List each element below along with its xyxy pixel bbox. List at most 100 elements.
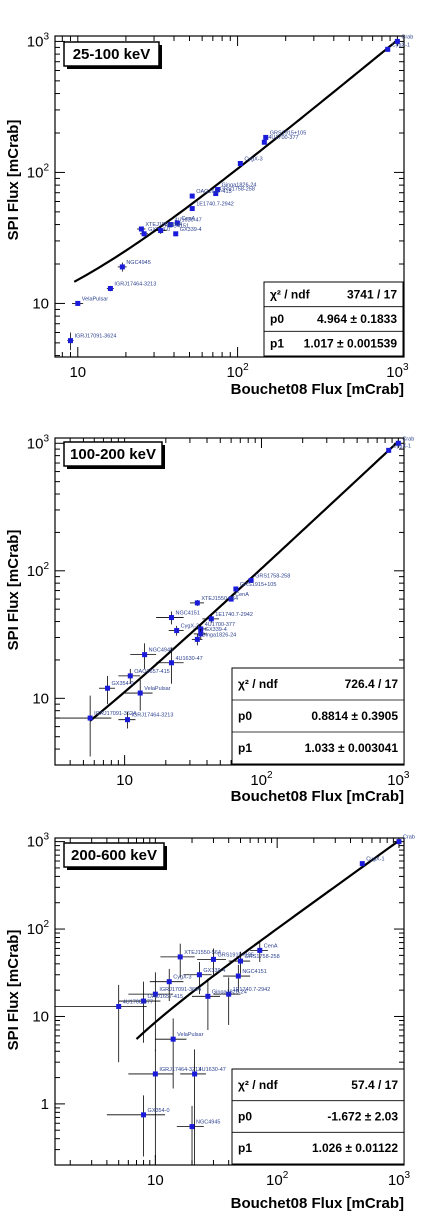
point-marker: [228, 596, 234, 602]
data-point-CygX-3: CygX-3: [168, 624, 199, 636]
data-point-IGRJ17091-3624: IGRJ17091-3624: [128, 972, 201, 1052]
point-label: 1E1740.7-2942: [215, 612, 253, 618]
point-label: NGC4151: [242, 969, 266, 975]
plot-frame: [54, 437, 405, 766]
fit-stats-box: [263, 281, 404, 357]
point-label: 4U1630-47: [199, 1067, 226, 1073]
data-point-OAO1657-415: OAO1657-415: [189, 189, 232, 199]
point-marker: [210, 956, 216, 962]
point-label: GRS1758-258: [220, 187, 255, 193]
stats-label: χ² / ndf: [238, 1078, 279, 1092]
stats-label: p0: [238, 709, 252, 723]
stats-value: 57.4 / 17: [351, 1078, 398, 1092]
data-point-NGC4945: NGC4945: [130, 643, 173, 669]
x-tick-label: 102: [250, 770, 273, 789]
data-point-1E1740.7-2942: 1E1740.7-2942: [189, 202, 234, 212]
point-label: IGRJ17464-3213: [159, 1067, 201, 1073]
point-marker: [116, 1004, 122, 1010]
y-axis-title: SPI Flux [mCrab]: [5, 530, 22, 651]
y-tick-label: 103: [27, 832, 50, 851]
point-label: XTEJ1550-564: [184, 950, 221, 956]
y-tick-label: 103: [27, 433, 50, 452]
stats-value: 3741 / 17: [347, 287, 397, 301]
y-tick-label: 103: [27, 31, 50, 50]
point-label: GX339-4: [203, 968, 225, 974]
point-marker: [385, 46, 391, 52]
point-label: Crab: [402, 436, 414, 442]
data-point-GRS1758-258: GRS1758-258: [213, 187, 255, 197]
y-tick-label: 102: [27, 919, 50, 938]
data-point-Crab: Crab: [394, 34, 413, 44]
point-label: IGRJ17464-3213: [114, 282, 156, 288]
point-marker: [152, 991, 158, 997]
fit-stats-box: [231, 1068, 405, 1165]
point-marker: [396, 839, 402, 845]
data-point-GX339-4: GX339-4: [193, 627, 227, 640]
point-marker: [394, 38, 400, 44]
energy-band-box-shadow: [164, 846, 167, 870]
point-label: Ginga1826-24: [201, 632, 236, 638]
stats-label: p0: [270, 312, 284, 326]
point-label: 4U1700-377: [268, 135, 298, 141]
point-marker: [173, 231, 179, 237]
stats-value: 1.017 ± 0.001539: [304, 337, 398, 351]
data-point-VelaPulsar: VelaPulsar: [124, 679, 171, 711]
point-label: GX339-4: [180, 227, 202, 233]
x-tick-label: 103: [386, 362, 409, 381]
point-label: IGRJ17091-3624: [159, 987, 201, 993]
x-axis-title: Bouchet08 Flux [mCrab]: [231, 788, 404, 805]
stats-label: p1: [270, 337, 284, 351]
point-marker: [208, 616, 214, 622]
point-marker: [395, 440, 401, 446]
point-label: VelaPulsar: [144, 686, 170, 692]
point-label: GRS1758-258: [244, 954, 279, 960]
point-marker: [261, 139, 267, 145]
stats-value: 726.4 / 17: [345, 677, 399, 691]
y-tick-label: 102: [27, 162, 50, 181]
data-point-CygX-3: CygX-3: [237, 156, 263, 166]
point-marker: [168, 615, 174, 621]
point-label: GRS1758-258: [255, 573, 290, 579]
data-point-4U1630-47: 4U1630-47: [167, 218, 202, 228]
y-axis-title: SPI Flux [mCrab]: [5, 930, 22, 1051]
x-tick-label: 103: [387, 770, 410, 789]
point-marker: [158, 228, 164, 234]
point-label: Ginga1826-24: [212, 989, 247, 995]
data-point-GRS1915+105: GRS1915+105: [233, 582, 276, 592]
point-marker: [105, 685, 111, 691]
data-point-NGC4945: NGC4945: [176, 1105, 220, 1165]
stats-value: 0.8814 ± 0.3905: [311, 709, 398, 723]
data-point-4U1700-377: 4U1700-377: [55, 984, 153, 1063]
point-marker: [213, 191, 219, 197]
point-marker: [141, 998, 147, 1004]
x-tick-label: 102: [226, 362, 249, 381]
point-marker: [189, 193, 195, 199]
data-point-1E1740.7-2942: 1E1740.7-2942: [202, 612, 253, 623]
point-marker: [194, 636, 200, 642]
data-point-Ginga1826-24: Ginga1826-24: [192, 978, 247, 1031]
point-marker: [226, 991, 232, 997]
data-point-Ginga1826-24: Ginga1826-24: [191, 632, 236, 646]
data-point-Crab: Crab: [396, 835, 415, 845]
point-marker: [235, 973, 241, 979]
data-point-CygX-1: CygX-1: [385, 42, 410, 52]
plot-frame: [54, 35, 405, 358]
point-label: GRS1915+105: [240, 582, 277, 588]
y-tick-label: 102: [27, 561, 50, 580]
point-label: GRS1915+105: [270, 130, 307, 136]
point-marker: [138, 226, 144, 232]
data-point-XTEJ1550-564: XTEJ1550-564: [137, 222, 182, 232]
data-point-CenA: CenA: [228, 592, 249, 602]
data-point-XTEJ1550-564: XTEJ1550-564: [160, 943, 221, 978]
data-point-Crab: Crab: [395, 436, 414, 446]
point-marker: [248, 577, 254, 583]
point-label: VelaPulsar: [82, 296, 108, 302]
point-marker: [107, 286, 113, 292]
point-label: CygX-3: [244, 156, 262, 162]
point-label: 1E1740.7-2942: [196, 202, 234, 208]
data-point-OAO1657-415: OAO1657-415: [118, 981, 183, 1043]
data-point-GRS1758-258: GRS1758-258: [228, 951, 280, 974]
point-marker: [233, 586, 239, 592]
point-marker: [189, 1124, 195, 1130]
